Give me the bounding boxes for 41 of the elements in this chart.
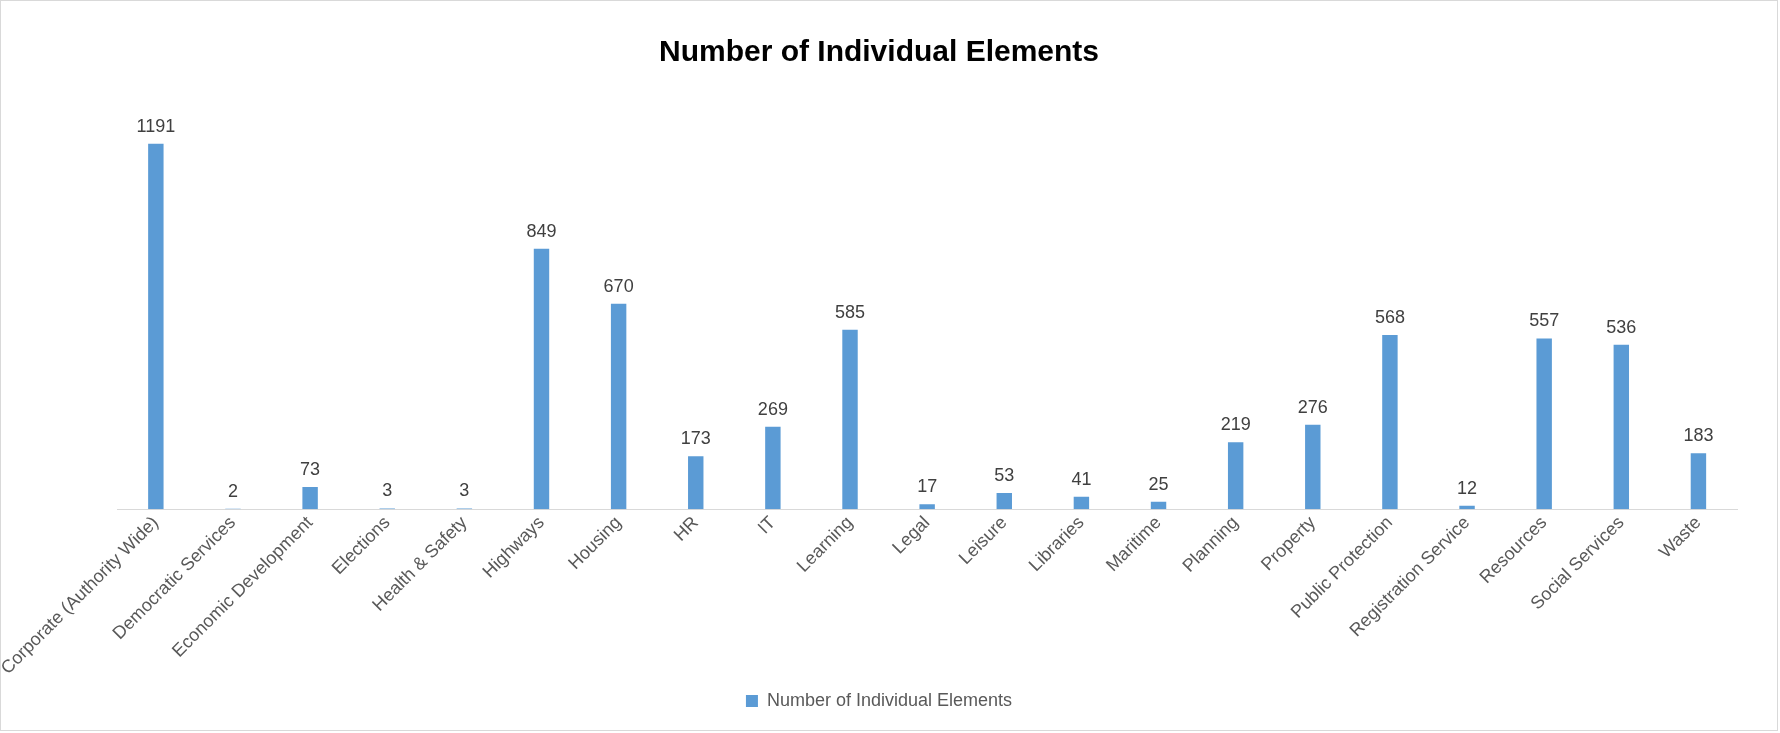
bar [919, 504, 935, 510]
data-label: 585 [834, 301, 866, 322]
data-label: 269 [757, 398, 788, 419]
x-tick-label: IT [753, 512, 780, 538]
legend-label: Number of Individual Elements [766, 689, 1013, 710]
data-label: 1191 [136, 115, 176, 136]
bar [842, 329, 858, 510]
data-label: 173 [680, 428, 711, 449]
data-label: 73 [300, 458, 321, 479]
bar [1073, 496, 1090, 510]
data-label: 3 [382, 480, 393, 501]
data-label: 536 [1606, 316, 1637, 337]
bar [765, 426, 781, 510]
bar [610, 303, 627, 510]
data-label: 41 [1071, 468, 1092, 489]
bar [533, 248, 550, 510]
chart-title: Number of Individual Elements [658, 34, 1100, 68]
bar [1382, 335, 1398, 510]
bar [688, 456, 704, 510]
data-label: 25 [1148, 473, 1169, 494]
data-label: 557 [1529, 310, 1560, 331]
x-tick-label: HR [669, 512, 703, 545]
bar [996, 493, 1012, 510]
bar [302, 486, 318, 510]
bar [1690, 453, 1707, 510]
bar [1227, 442, 1244, 510]
data-label: 568 [1374, 306, 1405, 327]
bar [1613, 344, 1630, 510]
data-label: 12 [1457, 477, 1478, 498]
data-label: 17 [917, 476, 938, 497]
bar [148, 143, 164, 510]
bar [1536, 338, 1552, 510]
data-label: 276 [1297, 396, 1328, 417]
data-label: 849 [526, 220, 557, 241]
data-label: 219 [1220, 414, 1251, 435]
data-label: 3 [459, 480, 470, 501]
bar [1305, 424, 1321, 510]
data-label: 670 [603, 275, 634, 296]
data-label: 2 [227, 480, 238, 501]
data-label: 53 [994, 465, 1015, 486]
data-label: 183 [1683, 425, 1714, 446]
